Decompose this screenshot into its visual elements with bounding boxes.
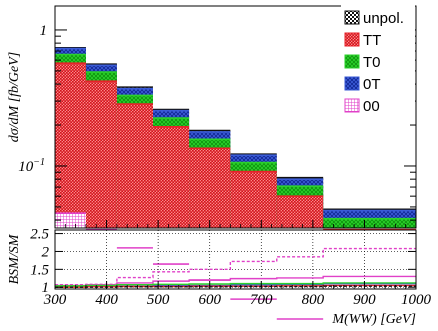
legend-swatch	[344, 54, 360, 69]
x-tick-label: 600	[198, 292, 221, 308]
bar	[55, 213, 86, 228]
legend-swatch	[344, 10, 360, 25]
legend-label: 00	[363, 98, 380, 115]
ratio-frame	[54, 229, 417, 290]
legend: unpol. TT T0 0T 00	[341, 5, 415, 117]
y-tick-label: 1	[40, 23, 48, 39]
legend-swatch	[344, 98, 360, 113]
y-tick-label: 10−1	[18, 157, 45, 175]
ratio-y-tick-label: 2	[42, 244, 50, 260]
x-tick-label: 400	[95, 292, 118, 308]
legend-label: T0	[363, 54, 381, 71]
bar	[152, 126, 190, 228]
bar	[276, 196, 324, 228]
ratio-y-axis-title: BSM/SM	[7, 233, 22, 284]
bar	[55, 63, 86, 228]
legend-swatch	[344, 32, 360, 47]
x-tick-label: 900	[353, 292, 376, 308]
bar	[230, 171, 277, 228]
bar	[323, 218, 416, 228]
x-axis-title: M(WW) [GeV]	[331, 312, 416, 327]
x-tick-label: 500	[147, 292, 170, 308]
axes: 1 10−1 dσ/dM [fb/GeV] 300 400 500 600 700 800 900…	[7, 5, 432, 327]
ratio-series	[55, 275, 416, 287]
x-tick-label: 1000	[401, 292, 432, 308]
ratio-y-tick-label: 1.5	[30, 262, 49, 278]
ratio-y-tick-label: 1	[42, 280, 50, 296]
ratio-y-tick-label: 2.5	[30, 227, 49, 243]
bar	[116, 104, 153, 228]
legend-label: 0T	[363, 76, 381, 93]
legend-label: unpol.	[363, 10, 404, 27]
x-tick-label: 300	[43, 292, 67, 308]
bar	[189, 148, 231, 228]
main-frame	[54, 5, 417, 229]
legend-label: TT	[363, 32, 381, 49]
legend-swatch	[344, 76, 360, 91]
y-axis-title: dσ/dM [fb/GeV]	[7, 52, 22, 143]
ratio-histogram	[55, 230, 416, 289]
bar	[85, 81, 117, 229]
x-tick-label: 800	[302, 292, 325, 308]
x-tick-label: 700	[250, 292, 273, 308]
main-histogram	[55, 46, 416, 320]
